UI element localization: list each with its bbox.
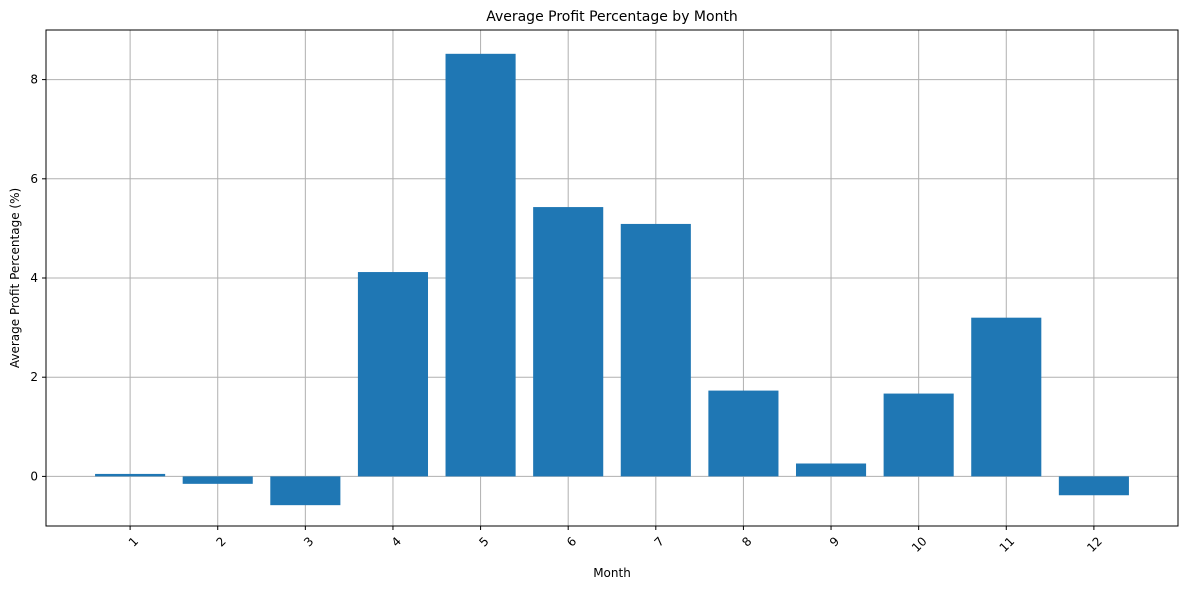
- bar: [620, 223, 691, 477]
- bar: [182, 476, 253, 484]
- bars: [95, 53, 1129, 506]
- y-tick-label: 2: [30, 370, 38, 384]
- chart-title: Average Profit Percentage by Month: [486, 9, 738, 25]
- bar: [533, 207, 604, 477]
- bar: [708, 390, 779, 477]
- bar: [445, 53, 516, 477]
- y-tick-label: 4: [30, 271, 38, 285]
- x-tick-label: 9: [827, 534, 842, 549]
- plot-frame: [45, 29, 1179, 527]
- x-axis-title: Month: [593, 566, 631, 580]
- y-tick-label: 6: [30, 172, 38, 186]
- bar: [270, 476, 341, 506]
- y-tick-label: 8: [30, 73, 38, 87]
- bar: [95, 473, 166, 477]
- x-tick-label: 6: [564, 534, 579, 549]
- x-tick-label: 11: [997, 534, 1018, 555]
- x-tick-label: 5: [476, 534, 491, 549]
- y-axis-ticks: 0 2 4 6 8: [30, 73, 46, 483]
- x-tick-label: 10: [909, 534, 930, 555]
- x-tick-label: 1: [126, 534, 141, 549]
- bar: [1058, 476, 1129, 496]
- x-tick-label: 7: [652, 534, 667, 549]
- bar: [357, 272, 429, 477]
- bar: [883, 393, 954, 477]
- x-tick-label: 3: [301, 534, 316, 549]
- x-tick-label: 2: [213, 534, 228, 549]
- bar: [795, 463, 867, 477]
- bar: [971, 317, 1042, 477]
- x-axis-ticks: 1 2 3 4 5 6 7 8 9 10 11 12: [126, 526, 1105, 555]
- y-tick-label: 0: [30, 469, 38, 483]
- x-tick-label: 12: [1084, 534, 1105, 555]
- x-tick-label: 4: [389, 534, 404, 549]
- x-tick-label: 8: [739, 534, 754, 549]
- y-axis-title: Average Profit Percentage (%): [8, 188, 22, 368]
